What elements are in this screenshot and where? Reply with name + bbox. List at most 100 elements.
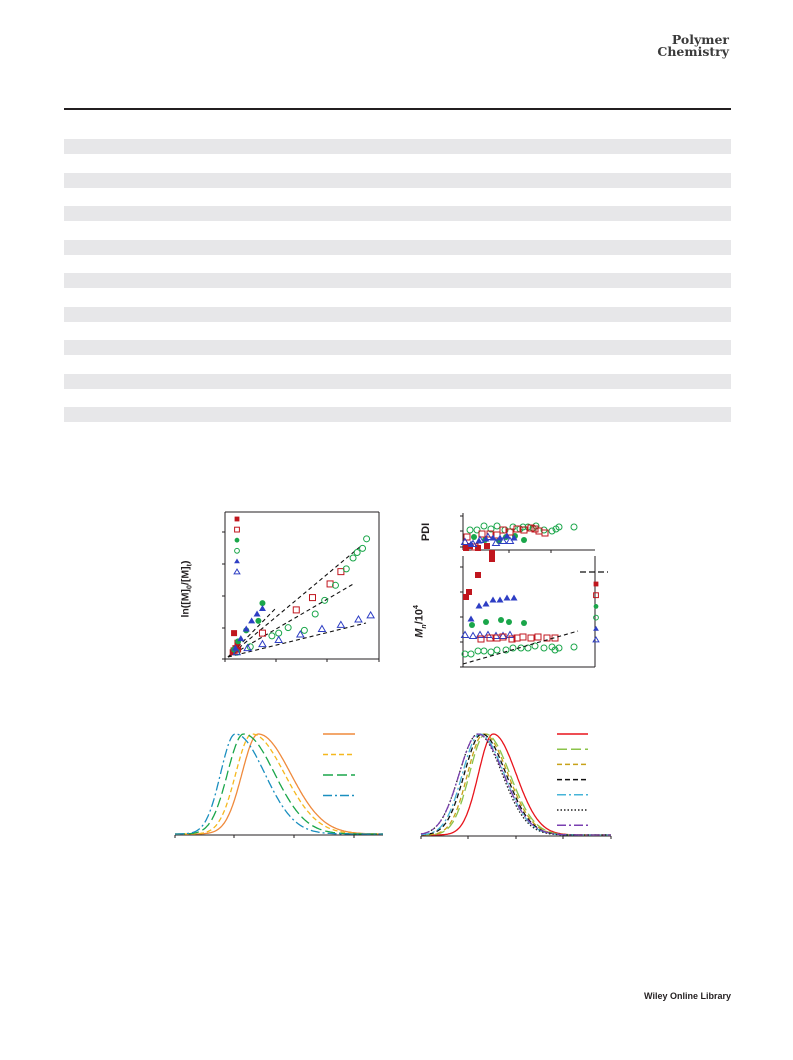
journal-name-line2: Chemistry: [657, 44, 729, 59]
data-point: [253, 610, 261, 617]
data-point: [508, 635, 516, 643]
data-point: [483, 619, 489, 625]
data-point: [521, 620, 527, 626]
data-point: [342, 565, 350, 573]
data-point: [486, 634, 494, 642]
data-point: [463, 545, 469, 551]
data-point: [467, 650, 475, 658]
data-point: [593, 604, 599, 609]
data-point: [268, 632, 276, 640]
data-point: [336, 620, 346, 628]
data-point: [521, 537, 527, 543]
data-point: [317, 624, 327, 633]
data-point: [482, 600, 490, 607]
data-point: [510, 594, 518, 601]
fit-line: [227, 607, 277, 658]
data-point: [519, 633, 527, 641]
data-point: [489, 556, 495, 562]
data-point: [473, 526, 481, 534]
data-point: [255, 617, 262, 624]
gpc-curve: [420, 733, 611, 836]
data-point: [531, 642, 539, 650]
gpc-curve: [420, 733, 611, 836]
data-point: [468, 539, 478, 547]
data-point: [499, 526, 507, 534]
data-point: [510, 534, 518, 541]
data-point: [308, 594, 316, 602]
table-band: [64, 373, 731, 389]
fit-line: [227, 545, 362, 658]
table-band: [64, 239, 731, 255]
data-point: [284, 624, 292, 632]
data-point: [491, 538, 501, 546]
gpc-curve: [421, 733, 611, 836]
data-point: [520, 526, 528, 534]
table-band: [64, 273, 731, 288]
data-point: [498, 536, 508, 544]
data-point: [274, 635, 284, 643]
data-point: [471, 534, 477, 540]
data-point: [258, 639, 267, 648]
data-point: [232, 647, 242, 656]
data-point: [474, 647, 482, 655]
data-point: [480, 647, 488, 655]
data-point: [593, 592, 599, 599]
data-point: [480, 522, 488, 530]
chart2-ylabel-pdi: PDI: [420, 522, 433, 542]
data-point: [243, 643, 252, 652]
data-point: [570, 643, 578, 651]
data-point: [231, 630, 238, 637]
gpc-curve: [175, 733, 383, 835]
data-point: [489, 596, 497, 603]
data-point: [460, 537, 470, 545]
table-band: [64, 407, 731, 422]
journal-logo: Polymer Chemistry: [657, 33, 729, 59]
data-point: [234, 516, 240, 522]
data-point: [540, 644, 548, 652]
data-point: [498, 631, 508, 639]
fit-line: [227, 622, 367, 658]
data-point: [551, 646, 559, 654]
data-point: [475, 602, 483, 609]
table-band: [64, 139, 731, 154]
data-point: [292, 606, 300, 614]
data-point: [463, 533, 471, 541]
data-point: [234, 558, 240, 564]
data-point: [531, 525, 539, 533]
data-point: [366, 610, 376, 619]
data-point: [527, 524, 535, 532]
data-point: [502, 646, 510, 654]
data-point: [487, 525, 495, 533]
fit-line: [227, 582, 356, 658]
data-point: [483, 532, 493, 540]
data-point: [311, 610, 319, 618]
data-point: [233, 568, 241, 575]
data-point: [349, 554, 357, 562]
data-point: [359, 544, 367, 552]
data-point: [353, 549, 361, 556]
data-point: [295, 630, 305, 638]
data-point: [498, 617, 504, 623]
data-point: [468, 631, 478, 639]
data-point: [354, 614, 363, 623]
data-point: [300, 626, 308, 634]
data-point: [534, 633, 542, 641]
data-point: [555, 644, 563, 652]
data-point: [493, 646, 501, 654]
data-point: [475, 545, 481, 551]
data-point: [469, 622, 475, 628]
data-point: [237, 635, 245, 642]
data-point: [259, 600, 266, 607]
header-rule: [64, 108, 731, 110]
data-point: [503, 594, 511, 601]
data-point: [541, 529, 549, 537]
data-point: [475, 630, 485, 638]
data-point: [466, 526, 474, 534]
data-point: [337, 568, 345, 576]
data-point: [506, 528, 514, 536]
data-point: [463, 594, 469, 600]
data-point: [466, 589, 472, 595]
data-point: [552, 525, 560, 533]
data-point: [484, 543, 490, 549]
